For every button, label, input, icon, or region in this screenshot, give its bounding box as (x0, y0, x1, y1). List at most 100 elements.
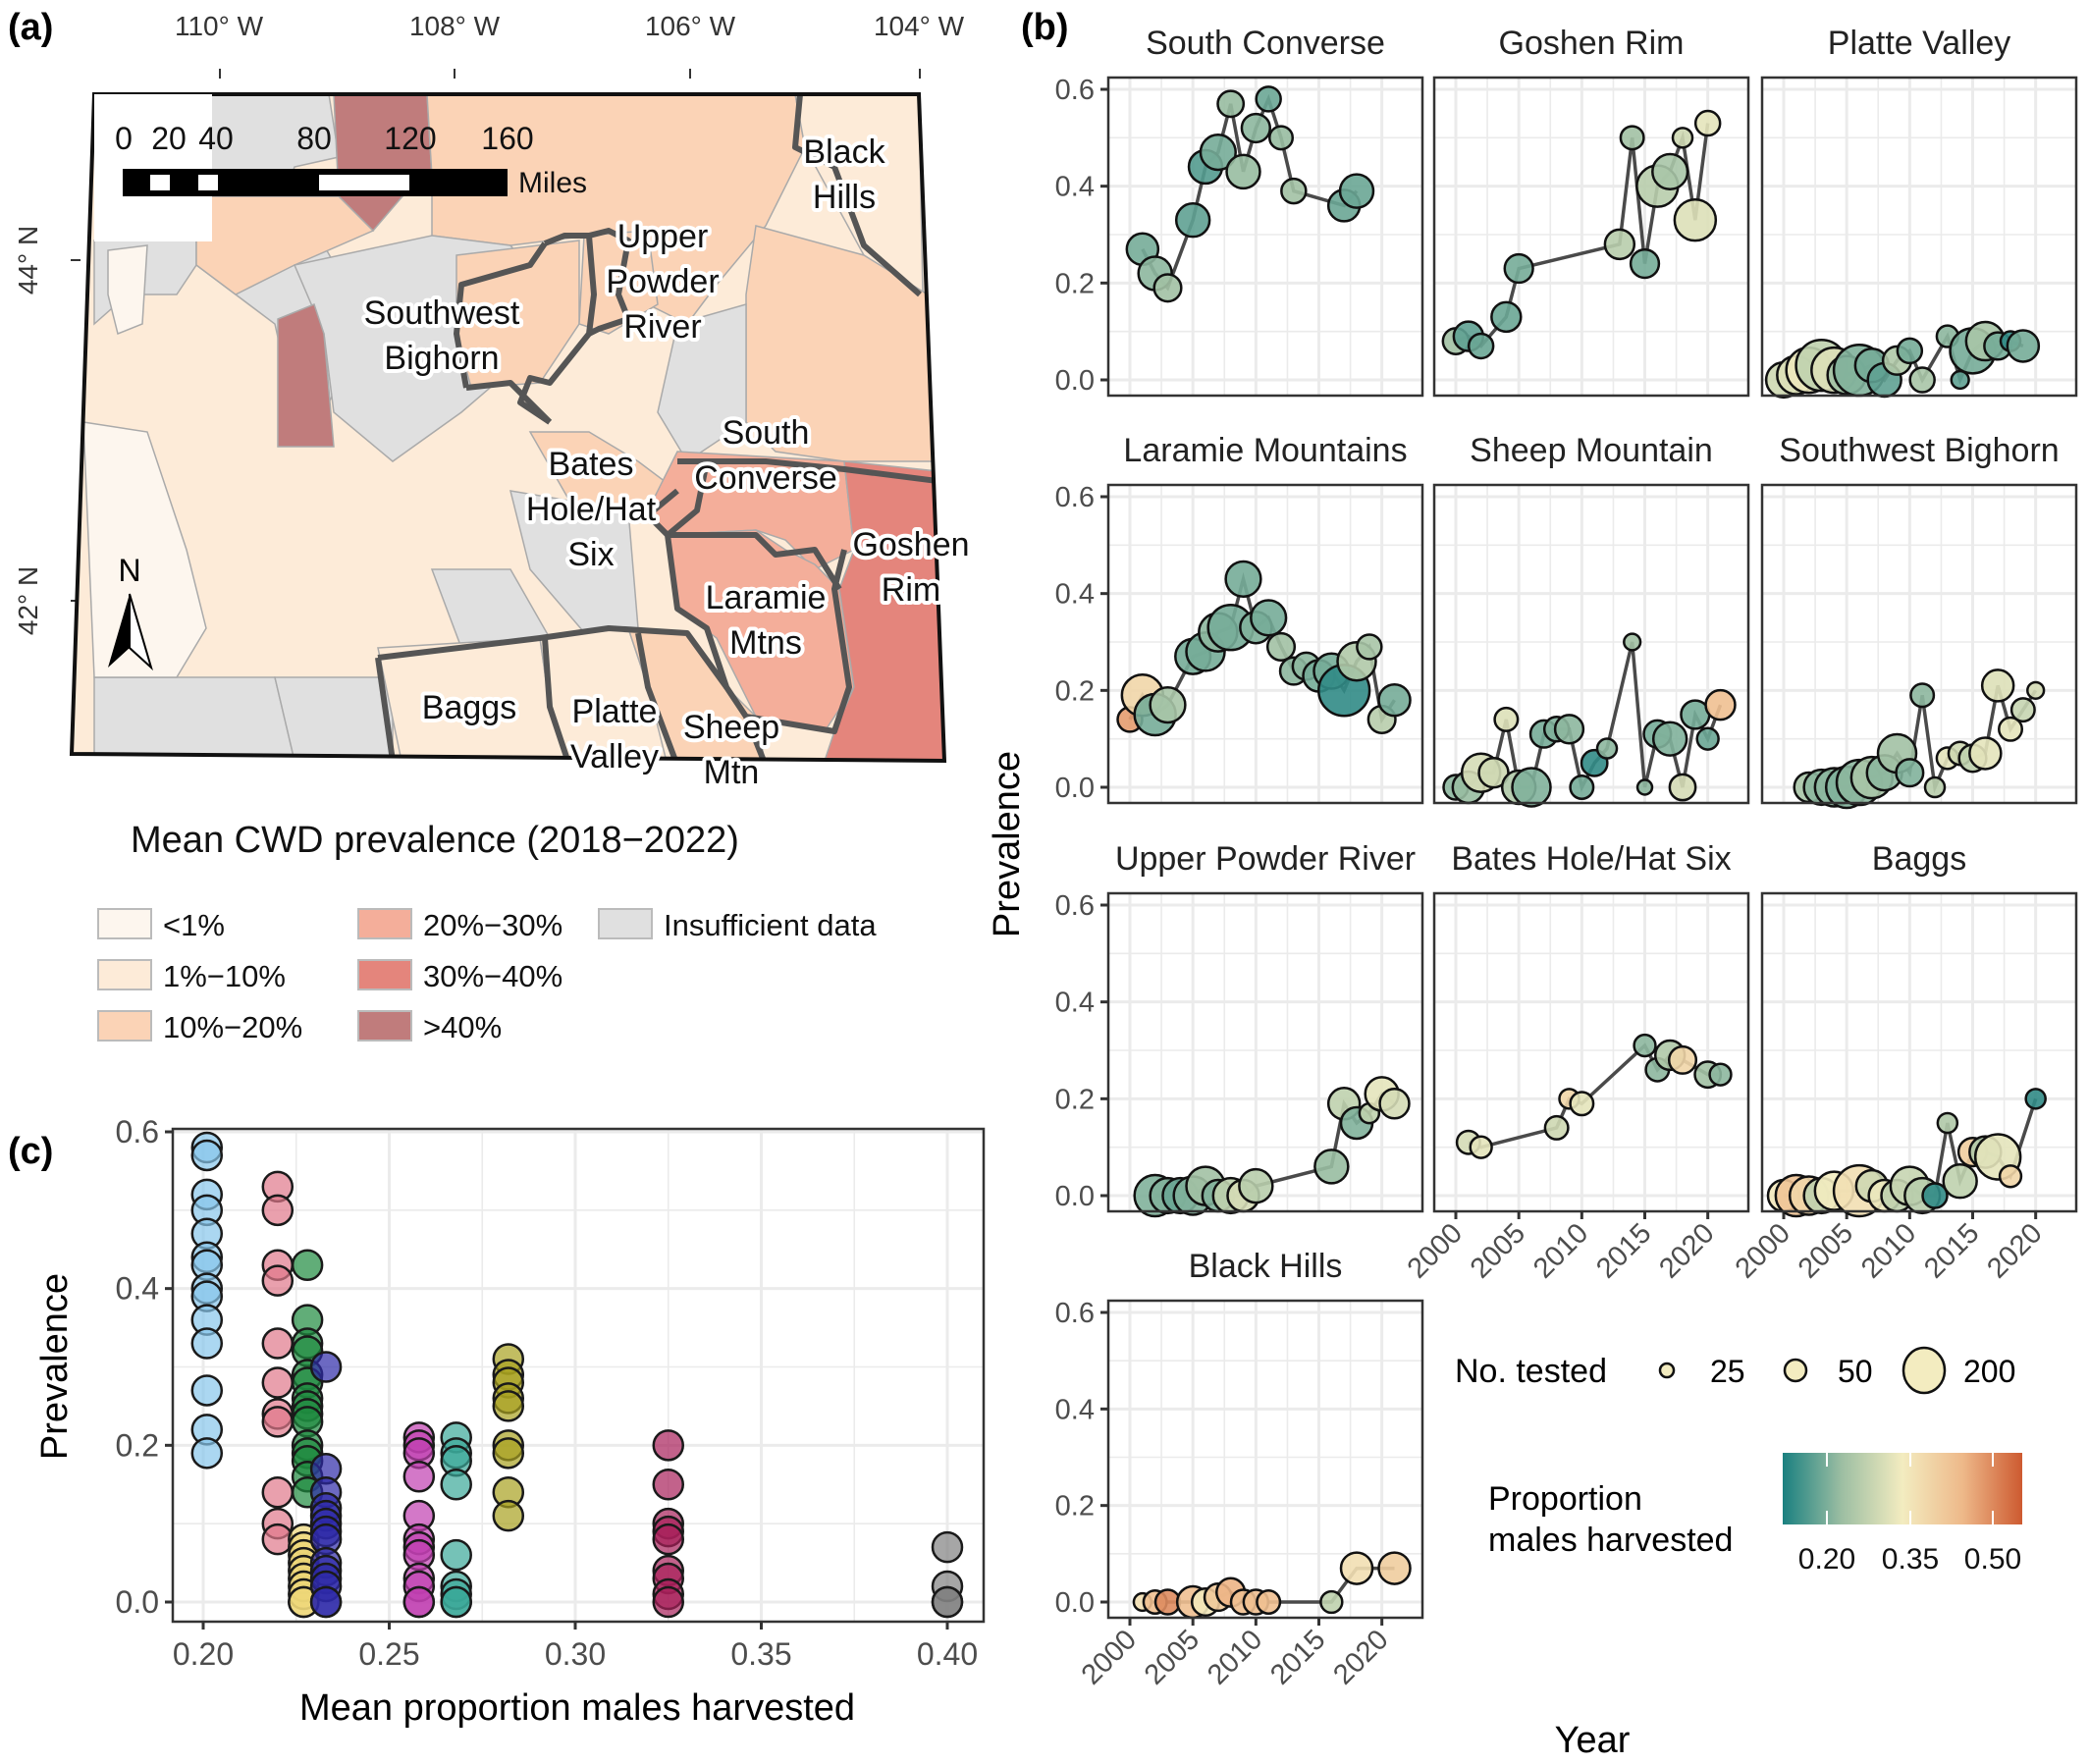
facet-platte-valley: Platte Valley (1760, 25, 2078, 400)
size-legend-label: 50 (1838, 1354, 1873, 1389)
scatter-group-black-hills (931, 1530, 964, 1619)
size-legend-key-200 (1902, 1346, 1947, 1395)
scale-bar: 0 20 40 80 120 160 Miles (94, 94, 587, 241)
data-point (1633, 1033, 1657, 1058)
facet-black-hills: Black Hills 0.0 0.2 0.4 0.6 20002005201020152… (1055, 1248, 1424, 1691)
region-label-upper-powder-river: River (623, 308, 701, 346)
lon-tick-108w: 108° W (409, 11, 501, 41)
data-point (440, 1585, 472, 1619)
facet-title: Bates Hole/Hat Six (1451, 840, 1731, 878)
prevalence-vs-males-scatter: 0.20 0.25 0.30 0.35 0.40 0.0 0.2 0.4 0.6 (116, 1114, 986, 1672)
x-tick-label: 2010 (1855, 1217, 1922, 1284)
scatter-group-bates-hole-hat-six (492, 1343, 525, 1532)
y-tick-label: 0.2 (1055, 1084, 1095, 1115)
facet-upper-powder-river: Upper Powder River 0.0 0.2 0.4 0.6 (1055, 840, 1424, 1218)
data-point (1511, 767, 1552, 808)
data-point (492, 1437, 525, 1470)
data-point (1673, 197, 1718, 242)
y-tick-label: 0.4 (1055, 1394, 1095, 1425)
color-bar-tick: 0.50 (1964, 1543, 2021, 1576)
region-label-upper-powder-river: Upper (617, 218, 709, 255)
panel-label-c: (c) (8, 1131, 53, 1172)
data-point (1651, 152, 1689, 190)
data-point (1968, 736, 2003, 771)
upper-powder-boundary (587, 228, 631, 337)
data-point (440, 1469, 472, 1501)
data-point (1339, 1551, 1374, 1585)
facets-x-label: Year (1555, 1720, 1631, 1761)
wyoming-outline (69, 92, 947, 764)
data-point (1695, 726, 1720, 751)
legend-label: >40% (423, 1010, 502, 1044)
scale-bar-white-segment (150, 175, 170, 190)
y-tick-label: 0.6 (116, 1114, 159, 1149)
data-point (1595, 737, 1619, 760)
legend-label: 20%−30% (423, 908, 562, 942)
region-label-bates-hole-hat-six: Bates (549, 446, 634, 483)
region-label-laramie-mtns: Laramie (706, 579, 827, 616)
x-tick-label: 2005 (1465, 1217, 1531, 1284)
data-point (1704, 688, 1737, 722)
facet-frame (1106, 1299, 1424, 1620)
x-tick-label: 2020 (1981, 1217, 2048, 1284)
facet-title: Goshen Rim (1499, 25, 1685, 62)
data-point (1619, 125, 1645, 151)
legend-swatch (97, 908, 152, 939)
data-point (309, 1351, 343, 1383)
data-point (1493, 706, 1520, 732)
color-bar (1783, 1453, 2022, 1524)
y-tick-label: 0.4 (1055, 988, 1095, 1019)
data-point (1936, 1111, 1959, 1135)
data-point (291, 1249, 324, 1281)
facet-plot-area (1762, 893, 2076, 1211)
data-point (1255, 85, 1282, 113)
size-legend-key-25 (1658, 1362, 1676, 1379)
data-point (1667, 1044, 1698, 1075)
lat-tick-42n: 42° N (13, 566, 43, 635)
black-hills-boundary (792, 94, 922, 297)
facet-frame (1760, 483, 2078, 805)
x-tick-label: 2010 (1202, 1624, 1268, 1690)
data-point (402, 1585, 436, 1619)
data-point (652, 1585, 684, 1619)
y-tick-label: 0.4 (116, 1271, 159, 1307)
y-tick-label: 0.0 (1055, 1587, 1095, 1619)
data-point (1250, 599, 1288, 637)
facet-plot-area (1762, 485, 2076, 803)
x-tick-label: 0.35 (730, 1636, 791, 1672)
data-point (1152, 273, 1183, 303)
data-point (2006, 329, 2041, 363)
color-legend: Proportion males harvested 0.20 0.35 0.5… (1488, 1453, 2022, 1576)
y-tick-label: 0.6 (1055, 1298, 1095, 1329)
y-tick-label: 0.2 (1055, 1491, 1095, 1523)
north-arrow: N (108, 553, 153, 671)
data-point (1240, 112, 1271, 144)
legend-swatch (357, 908, 412, 939)
data-point (931, 1530, 964, 1564)
x-tick-label: 2000 (1402, 1217, 1469, 1284)
region-label-south-converse: South (723, 414, 810, 452)
data-point (1603, 228, 1636, 261)
region-label-bates-hole-hat-six: Six (567, 536, 614, 573)
data-point (1569, 775, 1595, 800)
scale-label: 80 (296, 121, 332, 156)
scale-label: 120 (384, 121, 436, 156)
facet-title: Baggs (1872, 840, 1966, 878)
lat-tick-44n: 44° N (13, 226, 43, 294)
region-label-sheep-mtn: Mtn (704, 754, 760, 791)
x-tick-label: 0.20 (173, 1636, 234, 1672)
cwd-map: 110° W 108° W 106° W 104° W 44° N 42° N (13, 11, 974, 1044)
map-region (82, 421, 207, 678)
scatter-y-label: Prevalence (34, 1273, 76, 1460)
region-label-platte-valley: Valley (570, 738, 659, 775)
x-tick-label: 2015 (1264, 1624, 1331, 1690)
data-point (261, 1327, 295, 1360)
data-point (402, 1461, 436, 1493)
data-point (1708, 1062, 1733, 1087)
region-label-sheep-mtn: Sheep (683, 709, 779, 746)
region-label-laramie-mtns: Mtns (729, 624, 802, 662)
data-point (261, 1194, 295, 1227)
legend-swatch (357, 959, 412, 990)
facet-title: Platte Valley (1828, 25, 2010, 62)
map-legend-title: Mean CWD prevalence (2018−2022) (131, 820, 739, 861)
